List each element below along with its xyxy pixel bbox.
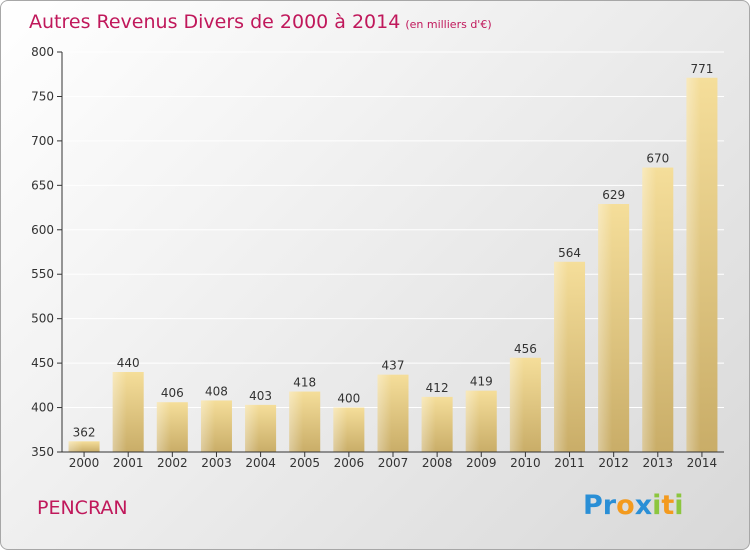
- x-tick-label-2004: 2004: [245, 456, 276, 470]
- bar-highlight-2004: [245, 404, 260, 452]
- x-tick-label-2005: 2005: [289, 456, 320, 470]
- data-label-2011: 564: [558, 246, 581, 260]
- bar-highlight-2009: [465, 390, 480, 452]
- x-tick-label-2010: 2010: [510, 456, 541, 470]
- bar-highlight-2011: [554, 261, 568, 452]
- y-tick-label-350: 350: [31, 445, 54, 459]
- logo-letter-4: i: [652, 490, 662, 521]
- bar-highlight-2001: [112, 372, 127, 452]
- bar-highlight-2007: [377, 374, 392, 452]
- y-tick-label-600: 600: [31, 223, 54, 237]
- logo-letter-3: x: [634, 490, 653, 521]
- data-label-2001: 440: [117, 356, 140, 370]
- x-tick-label-2011: 2011: [554, 456, 585, 470]
- bar-highlight-2010: [509, 357, 524, 452]
- bar-highlight-2013: [642, 167, 657, 453]
- bar-highlight-2006: [333, 407, 348, 452]
- proxiti-logo: Proxiti: [583, 490, 684, 521]
- x-tick-label-2000: 2000: [69, 456, 100, 470]
- chart-title-group: Autres Revenus Divers de 2000 à 2014 (en …: [29, 11, 492, 33]
- logo-letter-1: r: [602, 490, 617, 521]
- x-tick-label-2002: 2002: [157, 456, 188, 470]
- bar-highlight-2003: [200, 400, 215, 452]
- data-label-2004: 403: [249, 389, 272, 403]
- bar-highlight-2002: [156, 402, 171, 452]
- x-tick-label-2003: 2003: [201, 456, 232, 470]
- y-tick-label-700: 700: [31, 134, 54, 148]
- data-label-2007: 437: [382, 359, 405, 373]
- data-label-2012: 629: [602, 188, 625, 202]
- bar-highlight-2014: [686, 77, 701, 453]
- logo-letter-5: t: [661, 490, 675, 521]
- bar-highlight-2008: [421, 396, 436, 452]
- x-tick-label-2014: 2014: [687, 456, 718, 470]
- logo-letter-6: i: [674, 490, 684, 521]
- data-label-2005: 418: [293, 376, 316, 390]
- data-label-2002: 406: [161, 386, 184, 400]
- y-tick-label-550: 550: [31, 267, 54, 281]
- x-tick-label-2006: 2006: [334, 456, 365, 470]
- x-tick-label-2007: 2007: [378, 456, 409, 470]
- bar-2000: [68, 441, 100, 452]
- x-tick-label-2013: 2013: [643, 456, 674, 470]
- data-label-2010: 456: [514, 342, 537, 356]
- chart-subtitle: (en milliers d'€): [405, 18, 492, 31]
- x-tick-label-2009: 2009: [466, 456, 497, 470]
- bar-highlight-2012: [598, 204, 613, 452]
- bar-highlight-2000: [68, 441, 83, 452]
- data-label-2006: 400: [337, 392, 360, 406]
- data-label-2003: 408: [205, 384, 228, 398]
- y-tick-label-800: 800: [31, 45, 54, 59]
- y-tick-label-500: 500: [31, 312, 54, 326]
- commune-name: PENCRAN: [37, 497, 128, 519]
- data-label-2014: 771: [690, 62, 713, 76]
- bar-highlight-2005: [289, 391, 304, 452]
- x-tick-label-2008: 2008: [422, 456, 453, 470]
- data-label-2008: 412: [426, 381, 449, 395]
- logo-letter-2: o: [616, 490, 635, 521]
- y-tick-label-750: 750: [31, 89, 54, 103]
- x-tick-label-2012: 2012: [598, 456, 629, 470]
- x-tick-label-2001: 2001: [113, 456, 144, 470]
- y-tick-label-650: 650: [31, 178, 54, 192]
- chart-title: Autres Revenus Divers de 2000 à 2014: [29, 11, 401, 33]
- logo-letter-0: P: [583, 490, 603, 521]
- y-tick-label-450: 450: [31, 356, 54, 370]
- data-label-2013: 670: [646, 152, 669, 166]
- y-tick-label-400: 400: [31, 401, 54, 415]
- data-label-2009: 419: [470, 375, 493, 389]
- data-label-2000: 362: [73, 425, 96, 439]
